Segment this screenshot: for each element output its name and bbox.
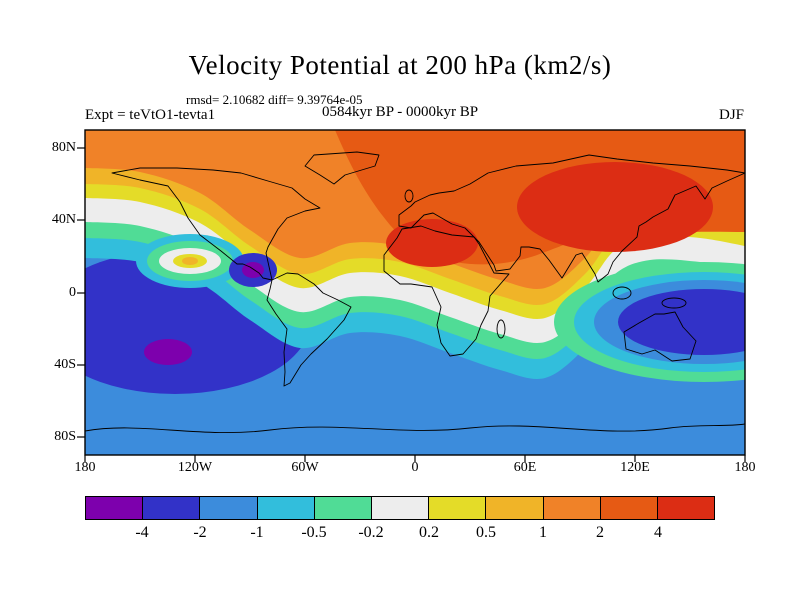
colorbar-cell xyxy=(257,497,315,519)
colorbar-label: -2 xyxy=(193,524,207,541)
colorbar-label: 1 xyxy=(539,524,547,541)
colorbar-label: 2 xyxy=(596,524,604,541)
coastline-britain xyxy=(404,189,414,203)
colorbar-label: -0.5 xyxy=(301,524,327,541)
x-tick-label-120e: 120E xyxy=(620,460,650,475)
colorbar-cell xyxy=(657,497,715,519)
colorbar-cell xyxy=(486,497,544,519)
colorbar-cell xyxy=(200,497,258,519)
season-label: DJF xyxy=(718,107,744,123)
colorbar-label: 4 xyxy=(654,524,662,541)
colorbar-label: -0.2 xyxy=(358,524,384,541)
coastline-antarctica xyxy=(85,423,745,434)
x-tick-label-120w: 120W xyxy=(177,460,213,475)
contour-field xyxy=(85,130,745,455)
colorbar-label: 0.5 xyxy=(476,524,496,541)
coastline-borneo xyxy=(612,286,632,300)
colorbar-cell xyxy=(314,497,372,519)
x-tick-label-180w: 180 xyxy=(74,460,96,475)
coastline-greenland xyxy=(304,151,380,185)
x-tick-label-180e: 180 xyxy=(734,460,756,475)
y-tick-label-80n: 80N xyxy=(51,140,76,155)
colorbar-cell xyxy=(371,497,430,519)
coastline-australia xyxy=(623,311,697,362)
coastline-madagascar xyxy=(496,319,506,339)
x-tick-label-0: 0 xyxy=(411,460,419,475)
page-title: Velocity Potential at 200 hPa (km2/s) xyxy=(188,50,612,80)
comparison-period-line: 0584kyr BP - 0000kyr BP xyxy=(321,104,479,120)
colorbar-label: -4 xyxy=(135,524,149,541)
x-tick-label-60e: 60E xyxy=(513,460,537,475)
coastline-north-america xyxy=(111,167,321,281)
coastlines xyxy=(85,151,745,434)
y-tick-label-80s: 80S xyxy=(54,429,76,444)
y-axis-ticks xyxy=(77,147,85,438)
colorbar-cell xyxy=(86,497,144,519)
colorbar-cell xyxy=(143,497,201,519)
colorbar-cell xyxy=(600,497,658,519)
rmsd-diff-line: rmsd= 2.10682 diff= 9.39764e-05 xyxy=(186,92,363,107)
coastline-eurasia xyxy=(398,154,745,283)
colorbar-label: -1 xyxy=(250,524,264,541)
coastline-africa xyxy=(383,225,510,357)
colorbar-cell xyxy=(429,497,487,519)
experiment-label: Expt = teVtO1-tevta1 xyxy=(85,107,216,123)
y-tick-label-0: 0 xyxy=(69,285,76,300)
y-tick-label-40s: 40S xyxy=(54,357,76,372)
colorbar xyxy=(85,496,715,520)
x-tick-label-60w: 60W xyxy=(291,460,319,475)
colorbar-label: 0.2 xyxy=(419,524,439,541)
y-tick-label-40n: 40N xyxy=(51,212,76,227)
x-axis-ticks xyxy=(84,455,746,462)
coastline-new-guinea xyxy=(661,297,687,309)
coastline-south-america xyxy=(266,272,352,387)
colorbar-cell xyxy=(543,497,601,519)
